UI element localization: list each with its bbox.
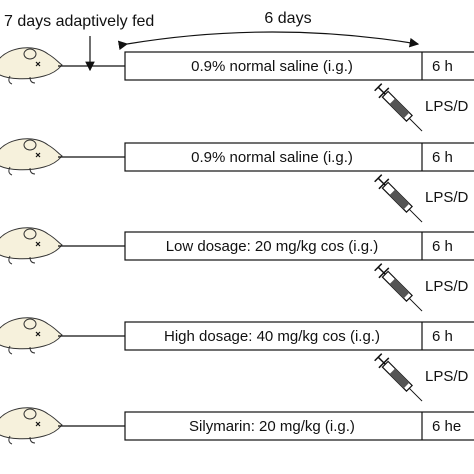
- duration-label: 6 days: [264, 10, 311, 27]
- time-label: 6 h: [432, 58, 453, 75]
- treatment-label: 0.9% normal saline (i.g.): [191, 149, 353, 166]
- time-label: 6 he: [432, 418, 461, 435]
- treatment-label: High dosage: 40 mg/kg cos (i.g.): [164, 328, 380, 345]
- treatment-box: [124, 142, 474, 172]
- treatment-box: [124, 321, 474, 351]
- injection-label: LPS/D: [425, 98, 469, 115]
- injection-label: LPS/D: [425, 368, 469, 385]
- treatment-label: 0.9% normal saline (i.g.): [191, 58, 353, 75]
- mouse: [0, 47, 63, 85]
- mouse: [0, 138, 63, 176]
- mouse: [0, 317, 63, 355]
- treatment-box: [124, 411, 474, 441]
- mouse: [0, 227, 63, 265]
- syringe: [372, 172, 428, 228]
- syringe: [372, 81, 428, 137]
- time-label: 6 h: [432, 328, 453, 345]
- treatment-label: Silymarin: 20 mg/kg (i.g.): [189, 418, 355, 435]
- syringe: [372, 351, 428, 407]
- feeding-label: 7 days adaptively fed: [4, 13, 154, 30]
- injection-label: LPS/D: [425, 189, 469, 206]
- mouse: [0, 407, 63, 445]
- time-label: 6 h: [432, 238, 453, 255]
- syringe: [372, 261, 428, 317]
- duration-arc: [117, 31, 420, 51]
- time-label: 6 h: [432, 149, 453, 166]
- treatment-box: [124, 51, 474, 81]
- treatment-label: Low dosage: 20 mg/kg cos (i.g.): [166, 238, 379, 255]
- treatment-box: [124, 231, 474, 261]
- rows: 0.9% normal saline (i.g.) 6 h 0.9% normal …: [0, 47, 474, 445]
- injection-label: LPS/D: [425, 278, 469, 295]
